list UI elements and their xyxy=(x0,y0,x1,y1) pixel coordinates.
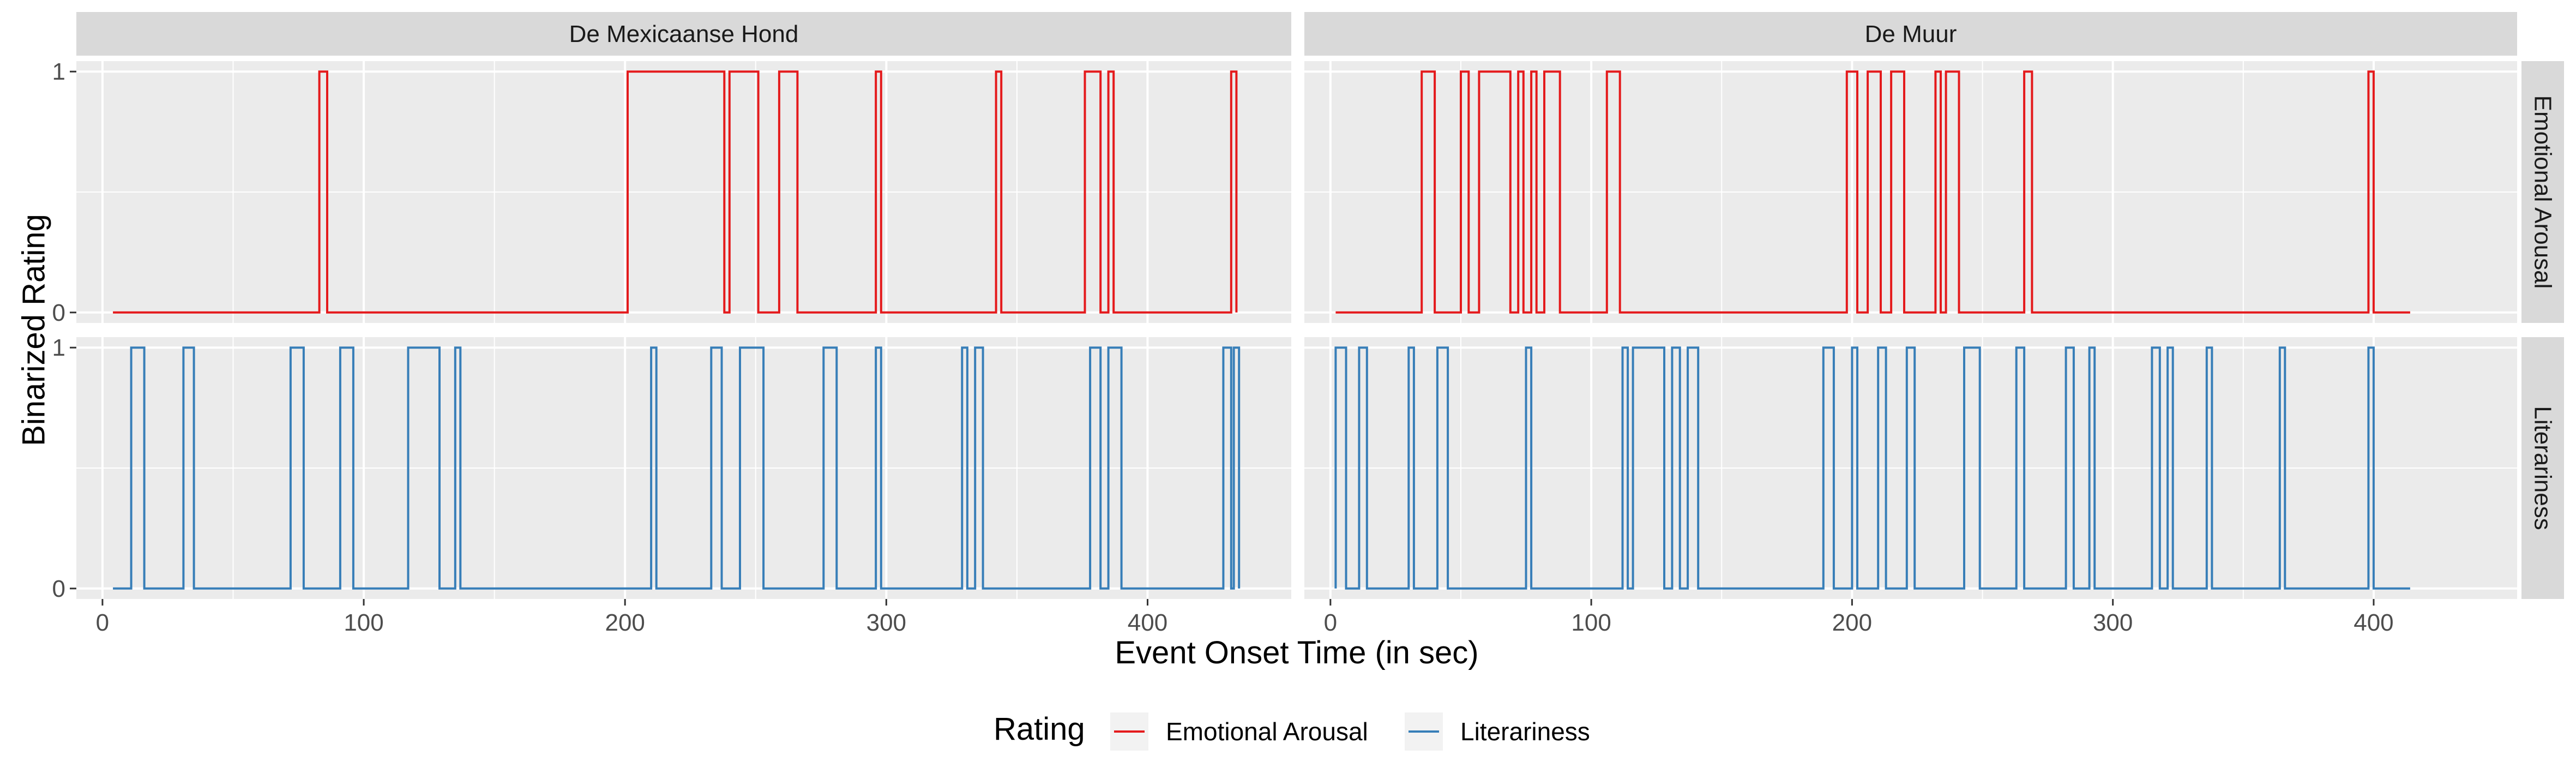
column-strips: De Mexicaanse Hond De Muur xyxy=(76,12,2517,56)
column-strip-bg xyxy=(1304,12,2517,56)
x-tick-label: 400 xyxy=(1128,609,1167,636)
row-strip-bg xyxy=(2521,61,2564,323)
facet-panel xyxy=(76,61,1291,323)
legend: Rating Emotional Arousal Literariness xyxy=(994,711,1590,751)
facet-panels xyxy=(76,61,2517,599)
y-tick-label: 0 xyxy=(52,299,65,326)
x-tick-label: 300 xyxy=(2093,609,2133,636)
series-line-literariness xyxy=(1334,346,2410,590)
x-tick-label: 200 xyxy=(1832,609,1872,636)
series-line-emotional-arousal xyxy=(1335,70,2410,314)
facet-panel xyxy=(1304,61,2517,323)
column-strip-label: De Muur xyxy=(1865,21,1957,47)
facet-panel xyxy=(1304,337,2517,599)
y-tick-label: 1 xyxy=(52,58,65,85)
x-axis-title: Event Onset Time (in sec) xyxy=(1115,635,1478,670)
row-strip-label: Emotional Arousal xyxy=(2530,95,2556,289)
series-line-literariness xyxy=(113,346,1241,590)
x-tick-label: 200 xyxy=(605,609,645,636)
legend-item-label: Literariness xyxy=(1460,717,1590,746)
x-tick-label: 300 xyxy=(866,609,906,636)
series-line-emotional-arousal xyxy=(113,70,1238,314)
y-tick-label: 0 xyxy=(52,576,65,602)
facet-panel xyxy=(76,337,1291,599)
legend-item-label: Emotional Arousal xyxy=(1166,717,1368,746)
column-strip-label: De Mexicaanse Hond xyxy=(569,21,799,47)
x-tick-label: 100 xyxy=(344,609,383,636)
x-tick-label: 400 xyxy=(2354,609,2393,636)
row-strip-label: Literariness xyxy=(2530,406,2556,530)
y-axis-title: Binarized Rating xyxy=(16,214,52,446)
column-strip-bg xyxy=(76,12,1291,56)
y-axis: 0 1 0 1 xyxy=(52,58,76,602)
row-strips: Emotional Arousal Literariness xyxy=(2521,61,2564,599)
row-strip-bg xyxy=(2521,337,2564,599)
x-tick-label: 0 xyxy=(96,609,109,636)
x-tick-label: 0 xyxy=(1324,609,1337,636)
legend-title: Rating xyxy=(994,711,1085,747)
x-axis: 0 100 200 300 400 0 100 200 300 400 xyxy=(96,599,2394,636)
x-tick-label: 100 xyxy=(1571,609,1611,636)
y-tick-label: 1 xyxy=(52,334,65,361)
